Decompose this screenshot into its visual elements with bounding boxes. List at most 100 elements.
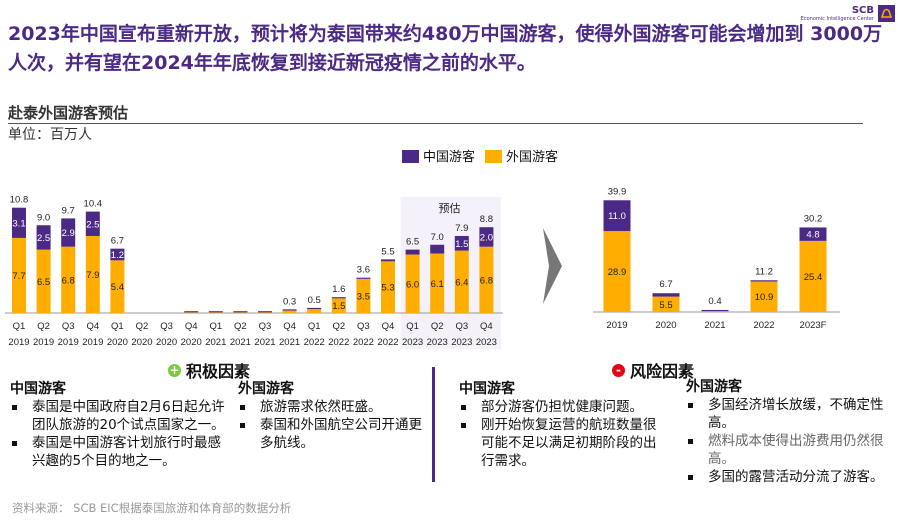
label-total: 11.2 [755, 266, 773, 277]
label-total: 7.9 [455, 223, 468, 234]
tick-label: Q1 [13, 321, 26, 332]
label-total: 10.4 [84, 199, 103, 210]
label-chinese: 1.2 [111, 250, 124, 261]
label-total: 39.9 [608, 186, 627, 197]
unit-label: 单位：百万人 [8, 127, 92, 143]
chevron-right-icon [543, 228, 562, 304]
bar-foreign [381, 261, 395, 313]
tick-label: Q2 [37, 321, 50, 332]
tick-label: 2021 [279, 337, 300, 348]
bar-foreign [701, 311, 729, 312]
bar-foreign [405, 254, 420, 313]
tick-label: 2019 [8, 337, 29, 348]
tick-label: 2020 [131, 337, 152, 348]
bar-chinese [479, 227, 494, 247]
label-chinese: 2.5 [86, 219, 99, 230]
bar-chinese [356, 277, 371, 279]
bar-chinese [233, 311, 248, 313]
bar-chinese [36, 225, 51, 250]
legend-foreign: 外国游客 [485, 146, 558, 165]
bar-foreign [184, 312, 199, 313]
label-total: 0.3 [283, 296, 296, 307]
tick-label: Q1 [209, 321, 222, 332]
label-total: 3.6 [357, 265, 370, 276]
label-total: 5.5 [381, 246, 394, 257]
bar-foreign [479, 246, 494, 313]
label-foreign: 3.5 [357, 291, 370, 302]
tick-label: 2020 [107, 337, 128, 348]
tick-label: 2019 [58, 337, 79, 348]
bar-chinese [603, 200, 631, 232]
bar-chinese [208, 311, 223, 313]
list-item: 泰国是中国政府自2月6日起允许团队旅游的20个试点国家之一。 [10, 398, 225, 434]
bar-chinese [454, 235, 469, 251]
label-total: 9.7 [62, 205, 75, 216]
bar-chinese [184, 311, 199, 313]
bar-foreign [282, 310, 297, 313]
label-total: 6.5 [406, 237, 419, 248]
tick-label: Q2 [136, 321, 149, 332]
label-total: 6.7 [659, 279, 672, 290]
heading: 中国游客 [459, 381, 515, 397]
list-item: 部分游客仍担忧健康问题。 [459, 398, 664, 416]
bar-chinese [85, 211, 100, 236]
bar-foreign [85, 235, 100, 313]
label-foreign: 6.5 [37, 277, 50, 288]
tick-label: 2022 [328, 337, 349, 348]
tick-label: Q4 [86, 321, 99, 332]
bar-chinese [799, 227, 827, 241]
tick-label: 2021 [704, 320, 725, 331]
list-item: 多国经济增长放缓，不确定性高。 [686, 396, 886, 432]
bar-chinese [701, 309, 729, 312]
tick-label: 2020 [156, 337, 177, 348]
label-foreign: 6.4 [455, 277, 468, 288]
label-total: 0.5 [308, 295, 321, 306]
bar-foreign [603, 231, 631, 312]
bar-foreign [652, 296, 680, 312]
tick-label: 2023 [451, 337, 472, 348]
legend-chinese: 中国游客 [402, 146, 475, 165]
label-total: 10.8 [10, 195, 29, 206]
label-foreign: 25.4 [804, 272, 823, 283]
tick-label: Q3 [455, 321, 468, 332]
bar-chinese [750, 280, 778, 282]
tick-label: 2022 [377, 337, 398, 348]
bar-chinese [12, 207, 26, 238]
label-chinese: 2.5 [37, 233, 50, 244]
label-foreign: 7.9 [86, 270, 99, 281]
label-foreign: 5.5 [659, 300, 672, 311]
bar-foreign [750, 281, 778, 312]
logo-name: SCB [851, 4, 874, 16]
bar-foreign [233, 312, 248, 313]
bar-foreign [61, 246, 76, 313]
tick-label: 2023 [476, 337, 497, 348]
tick-label: 2019 [33, 337, 54, 348]
tick-label: Q3 [259, 321, 272, 332]
label-total: 8.8 [480, 214, 493, 225]
forecast-label: 预估 [439, 202, 461, 215]
label-total: 1.6 [332, 284, 345, 295]
label-chinese: 3.1 [12, 218, 25, 229]
positive-chinese: 中国游客 泰国是中国政府自2月6日起允许团队旅游的20个试点国家之一。 泰国是中国… [10, 378, 225, 470]
tick-label: 2022 [353, 337, 374, 348]
tick-label: Q4 [185, 321, 198, 332]
bar-chinese [282, 309, 297, 311]
page-title: 2023年中国宣布重新开放，预计将为泰国带来约480万中国游客，使得外国游客可能… [8, 23, 883, 74]
bar-chinese [307, 307, 322, 310]
bar-foreign [356, 278, 371, 313]
tick-label: 2021 [254, 337, 275, 348]
bar-foreign [307, 309, 322, 313]
legend: 中国游客 外国游客 [402, 146, 558, 165]
tick-label: Q2 [332, 321, 345, 332]
list-item: 泰国是中国游客计划旅行时最感兴趣的5个目的地之一。 [10, 434, 225, 470]
label-foreign: 1.5 [332, 301, 345, 312]
bar-foreign [454, 250, 469, 313]
bar-foreign [258, 312, 272, 313]
label-foreign: 5.3 [381, 283, 394, 294]
plus-icon: + [168, 362, 181, 377]
bar-chinese [110, 248, 125, 261]
list-item: 多国的露营活动分流了游客。 [686, 468, 886, 486]
risk-title: - 风险因素 [612, 358, 694, 382]
scb-logo-icon [878, 5, 895, 22]
label-chinese: 11.0 [608, 211, 626, 222]
